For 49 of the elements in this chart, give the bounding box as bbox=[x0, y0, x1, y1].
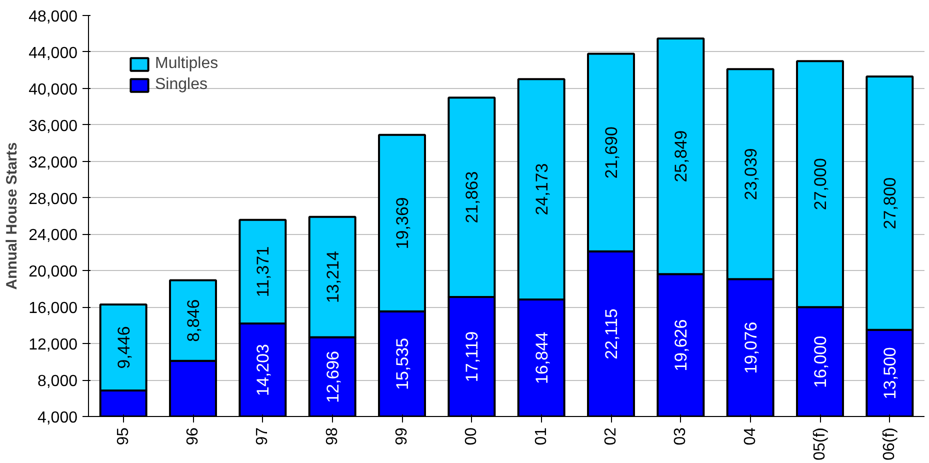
y-tick-label: 12,000 bbox=[28, 336, 78, 354]
x-tick-label: 01 bbox=[532, 427, 550, 446]
y-tick-label: 4,000 bbox=[37, 410, 78, 426]
y-tick-label: 32,000 bbox=[28, 154, 78, 172]
data-label: 8,846 bbox=[184, 299, 203, 342]
data-label: 12,696 bbox=[323, 350, 342, 403]
y-tick-label: 28,000 bbox=[28, 190, 78, 208]
data-label: 27,000 bbox=[811, 158, 830, 210]
y-tick-label: 48,000 bbox=[28, 8, 78, 26]
x-tick-label: 97 bbox=[254, 427, 272, 446]
y-tick-label: 44,000 bbox=[28, 44, 78, 62]
y-tick-label: 36,000 bbox=[28, 118, 78, 135]
data-label: 21,863 bbox=[462, 171, 482, 224]
legend-label: Singles bbox=[155, 76, 208, 94]
data-label: 23,039 bbox=[741, 148, 760, 200]
data-label: 14,203 bbox=[254, 344, 273, 396]
x-tick-label: 03 bbox=[672, 427, 690, 446]
data-label: 22,115 bbox=[602, 308, 621, 360]
data-label: 13,500 bbox=[880, 347, 900, 400]
y-tick-label: 20,000 bbox=[28, 264, 78, 281]
x-tick-label: 04 bbox=[742, 427, 759, 446]
x-tick-label: 96 bbox=[184, 427, 202, 446]
data-label: 15,535 bbox=[393, 338, 412, 390]
legend-label: Multiples bbox=[155, 55, 218, 73]
x-tick-label: 95 bbox=[114, 427, 132, 446]
data-label: 11,371 bbox=[254, 246, 273, 298]
data-label: 25,849 bbox=[672, 130, 691, 182]
data-label: 16,000 bbox=[811, 336, 830, 388]
y-axis-title: Annual House Starts bbox=[4, 142, 21, 290]
data-label: 16,844 bbox=[532, 332, 552, 384]
data-label: 19,369 bbox=[393, 197, 412, 250]
x-tick-label: 00 bbox=[463, 427, 480, 446]
data-label: 13,214 bbox=[323, 251, 342, 304]
y-tick-label: 8,000 bbox=[37, 373, 78, 390]
x-tick-label: 05(f) bbox=[812, 427, 828, 460]
data-label: 27,800 bbox=[880, 177, 900, 230]
data-label: 9,446 bbox=[114, 326, 134, 369]
data-label: 19,626 bbox=[672, 319, 691, 372]
x-tick-label: 99 bbox=[394, 427, 410, 446]
x-tick-label: 02 bbox=[602, 427, 620, 446]
x-tick-label: 06(f) bbox=[881, 427, 898, 460]
data-label: 21,690 bbox=[602, 126, 621, 179]
data-label: 24,173 bbox=[532, 163, 552, 216]
y-tick-label: 24,000 bbox=[28, 227, 78, 244]
data-label: 17,119 bbox=[462, 331, 482, 382]
y-tick-label: 16,000 bbox=[28, 300, 78, 318]
data-label: 19,076 bbox=[741, 322, 760, 374]
y-tick-label: 40,000 bbox=[28, 81, 78, 98]
x-tick-label: 98 bbox=[324, 427, 341, 446]
